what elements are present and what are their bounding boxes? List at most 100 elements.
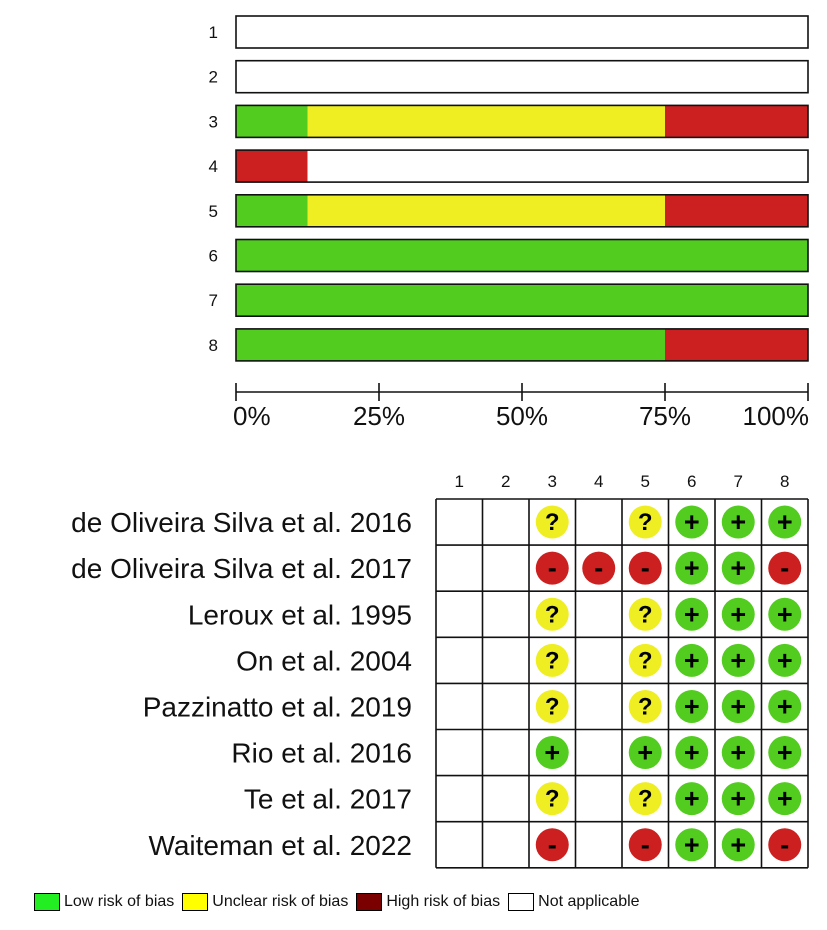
judgement-symbol: +	[544, 738, 560, 768]
bar-outline	[235, 238, 809, 273]
high-risk-icon	[628, 828, 662, 862]
judgement-symbol: +	[684, 553, 700, 583]
legend-item-unclear: Unclear risk of bias	[182, 893, 348, 911]
bar-segment-low	[236, 284, 808, 317]
high-risk-icon	[768, 828, 802, 862]
column-header: 4	[594, 472, 603, 491]
bar-outline	[235, 104, 809, 139]
low-risk-icon	[721, 551, 755, 585]
legend-swatch-na	[508, 893, 535, 911]
judgement-symbol: ?	[545, 647, 560, 674]
judgement-symbol: +	[777, 507, 793, 537]
unclear-risk-icon	[535, 689, 569, 723]
low-risk-icon	[675, 597, 709, 631]
study-label: Leroux et al. 1995	[188, 599, 412, 630]
judgement-symbol: +	[730, 784, 746, 814]
bar-segment-unclear	[307, 105, 665, 138]
judgement-symbol: ?	[638, 601, 653, 628]
study-label: Pazzinatto et al. 2019	[143, 691, 412, 722]
legend-swatch-unclear	[182, 893, 209, 911]
legend-swatch-high	[356, 893, 383, 911]
legend-item-na: Not applicable	[508, 893, 640, 911]
legend-label-high: High risk of bias	[386, 893, 501, 910]
bar-segment-na	[236, 60, 808, 93]
judgement-symbol: ?	[545, 601, 560, 628]
study-label: On et al. 2004	[236, 645, 412, 676]
low-risk-icon	[768, 736, 802, 770]
column-header: 2	[501, 472, 510, 491]
low-risk-icon	[768, 689, 802, 723]
judgement-symbol: +	[730, 645, 746, 675]
legend-item-high: High risk of bias	[356, 893, 500, 911]
bar-outline	[235, 328, 809, 362]
bar-segment-na	[307, 150, 808, 183]
x-tick-label: 0%	[233, 401, 271, 431]
low-risk-icon	[675, 782, 709, 816]
bar-segment-low	[236, 194, 308, 227]
study-label: de Oliveira Silva et al. 2017	[71, 553, 412, 584]
judgement-symbol: ?	[545, 693, 560, 720]
judgement-symbol: +	[684, 507, 700, 537]
bar-segment-low	[236, 328, 665, 361]
low-risk-icon	[721, 643, 755, 677]
unclear-risk-icon	[535, 643, 569, 677]
x-tick-label: 25%	[353, 401, 405, 431]
bar-segment-high	[236, 150, 308, 183]
low-risk-icon	[768, 505, 802, 539]
bar-segment-na	[236, 16, 808, 48]
judgement-symbol: -	[548, 553, 557, 583]
judgement-symbol: +	[730, 738, 746, 768]
low-risk-icon	[721, 597, 755, 631]
judgement-symbol: ?	[545, 786, 560, 813]
bar-outline	[235, 59, 809, 94]
judgement-symbol: +	[730, 507, 746, 537]
judgement-symbol: +	[637, 738, 653, 768]
column-header: 7	[734, 472, 743, 491]
judgement-symbol: -	[641, 553, 650, 583]
judgement-symbol: -	[641, 830, 650, 860]
judgement-symbol: +	[684, 738, 700, 768]
domain-label: 4	[209, 157, 218, 176]
judgement-symbol: -	[780, 830, 789, 860]
judgement-symbol: -	[594, 553, 603, 583]
low-risk-icon	[675, 551, 709, 585]
bar-segment-high	[665, 328, 808, 361]
domain-label: 8	[209, 336, 218, 355]
bar-segment-high	[665, 194, 808, 227]
bar-segment-high	[665, 105, 808, 138]
low-risk-icon	[675, 505, 709, 539]
high-risk-icon	[535, 551, 569, 585]
low-risk-icon	[535, 736, 569, 770]
judgement-symbol: +	[684, 691, 700, 721]
domain-label: 6	[209, 247, 218, 266]
column-header: 3	[548, 472, 557, 491]
high-risk-icon	[628, 551, 662, 585]
x-tick-label: 100%	[743, 401, 810, 431]
bar-segment-unclear	[307, 194, 665, 227]
study-label: de Oliveira Silva et al. 2016	[71, 507, 412, 538]
bar-segment-low	[236, 105, 308, 138]
unclear-risk-icon	[535, 505, 569, 539]
column-header: 6	[687, 472, 696, 491]
judgement-symbol: +	[777, 784, 793, 814]
low-risk-icon	[675, 828, 709, 862]
risk-of-bias-graph-table: 1 2 3 4 5 6 7 8 de Oliveira Silva et al. 2016?? +…	[71, 472, 809, 869]
unclear-risk-icon	[628, 689, 662, 723]
unclear-risk-icon	[628, 643, 662, 677]
judgement-symbol: ?	[638, 786, 653, 813]
x-tick-label: 75%	[639, 401, 691, 431]
high-risk-icon	[535, 828, 569, 862]
legend-swatch-low	[34, 893, 60, 911]
domain-label: 3	[209, 112, 218, 131]
judgement-symbol: -	[780, 553, 789, 583]
unclear-risk-icon	[628, 782, 662, 816]
high-risk-icon	[582, 551, 616, 585]
column-header: 5	[641, 472, 650, 491]
judgement-symbol: ?	[638, 647, 653, 674]
study-label: Waiteman et al. 2022	[148, 830, 412, 861]
judgement-symbol: ?	[638, 693, 653, 720]
column-header: 1	[455, 472, 464, 491]
low-risk-icon	[628, 736, 662, 770]
bar-outline	[235, 194, 809, 228]
judgement-symbol: +	[730, 553, 746, 583]
